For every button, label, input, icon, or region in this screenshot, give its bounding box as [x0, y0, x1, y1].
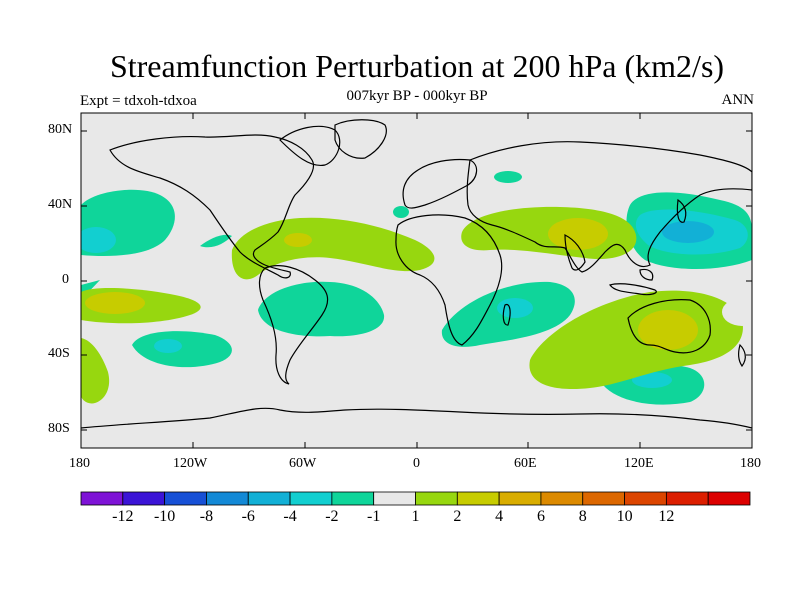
colorbar-swatch: [456, 491, 500, 506]
colorbar-swatch: [331, 491, 375, 506]
colorbar-label: -10: [153, 508, 176, 525]
contour-positive: [81, 338, 110, 404]
contour-positive: [85, 292, 145, 314]
contour-positive: [284, 233, 312, 247]
colorbar-swatch: [373, 491, 416, 506]
colorbar: [80, 491, 751, 506]
contour-positive: [722, 298, 752, 326]
colorbar-label: 1: [411, 508, 420, 525]
contour-negative: [200, 234, 232, 248]
experiment-label: Expt = tdxoh-tdxoa: [80, 93, 197, 109]
lon-label: 60W: [289, 456, 317, 471]
season-label: ANN: [721, 92, 755, 108]
contour-positive: [638, 310, 698, 350]
colorbar-swatch: [80, 491, 124, 506]
lon-label: 60E: [514, 456, 537, 471]
lat-label: 80S: [48, 421, 70, 436]
colorbar-swatch: [707, 491, 751, 506]
colorbar-swatch: [582, 491, 625, 506]
lon-label: 120W: [173, 456, 208, 471]
tick-marks: [81, 113, 752, 448]
colorbar-swatch: [164, 491, 207, 506]
colorbar-swatch: [206, 491, 249, 506]
colorbar-swatch: [498, 491, 542, 506]
colorbar-swatch: [122, 491, 166, 506]
colorbar-label: -1: [367, 508, 381, 525]
colorbar-swatch: [415, 491, 458, 506]
colorbar-label: 8: [578, 508, 587, 525]
colorbar-swatch: [540, 491, 584, 506]
colorbar-label: 2: [453, 508, 462, 525]
lon-label: 180: [69, 456, 90, 471]
field-shading: [81, 171, 752, 405]
coastlines: [81, 119, 752, 429]
lat-label: 0: [62, 272, 69, 287]
lat-label: 40S: [48, 346, 70, 361]
colorbar-label: 6: [536, 508, 545, 525]
colorbar-label: -6: [241, 508, 255, 525]
contour-positive: [529, 290, 743, 390]
contour-negative: [393, 206, 409, 218]
colorbar-label: -2: [325, 508, 339, 525]
contour-positive: [548, 218, 608, 250]
contour-negative: [662, 221, 714, 243]
colorbar-label: -12: [112, 508, 134, 525]
colorbar-label: 12: [658, 508, 675, 525]
colorbar-swatch: [665, 491, 709, 506]
contour-negative: [258, 281, 385, 337]
lon-label: 120E: [624, 456, 654, 471]
colorbar-swatch: [289, 491, 333, 506]
figure-title: Streamfunction Perturbation at 200 hPa (…: [109, 48, 725, 84]
colorbar-swatch: [624, 491, 667, 506]
lat-label: 40N: [48, 197, 73, 212]
contour-negative: [632, 372, 672, 388]
contour-negative: [494, 171, 522, 183]
contour-negative: [154, 339, 182, 353]
colorbar-label: -8: [199, 508, 214, 525]
lat-label: 80N: [48, 122, 73, 137]
contour-negative: [497, 298, 533, 318]
contour-negative: [132, 331, 232, 368]
figure-subtitle: 007kyr BP - 000kyr BP: [346, 88, 488, 104]
contour-negative: [81, 227, 116, 253]
colorbar-label: -4: [283, 508, 297, 525]
colorbar-label: 10: [616, 508, 633, 525]
lon-label: 180: [740, 456, 761, 471]
lon-label: 0: [413, 456, 420, 471]
contour-positive: [231, 217, 435, 280]
colorbar-swatch: [247, 491, 291, 506]
colorbar-label: 4: [495, 508, 504, 525]
